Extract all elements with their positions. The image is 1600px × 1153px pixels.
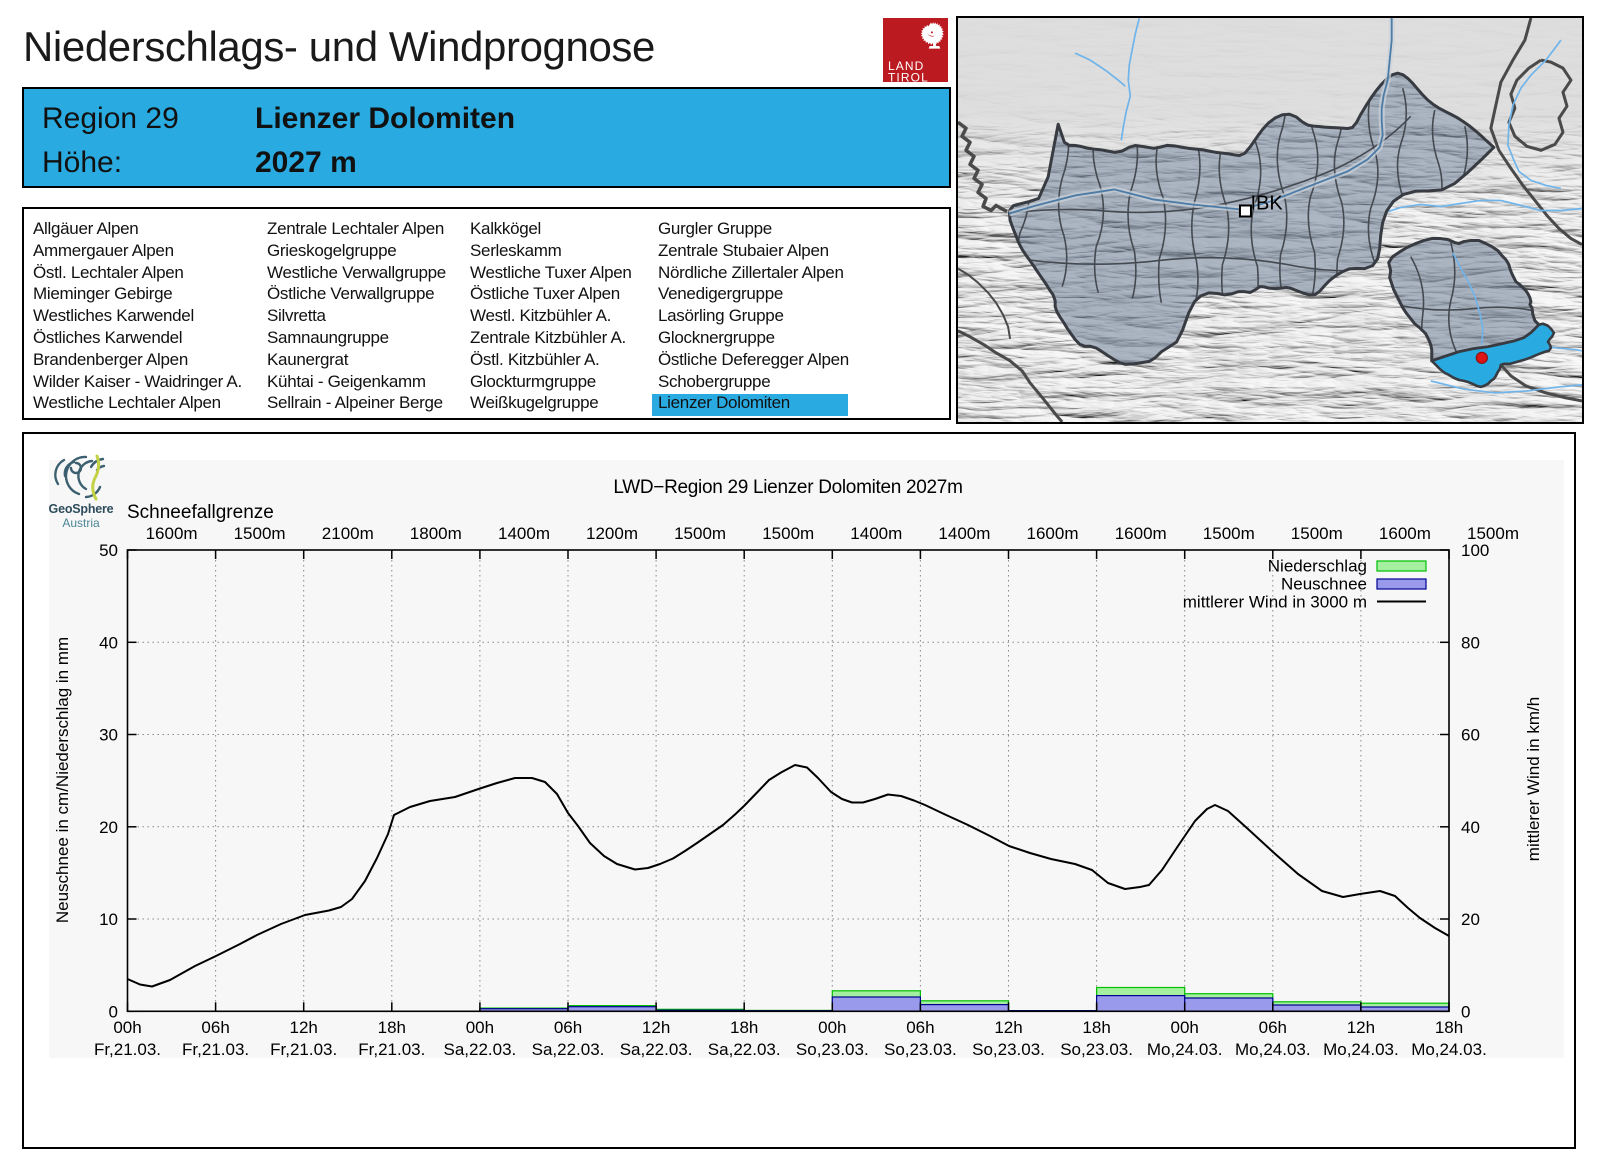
svg-text:Neuschnee: Neuschnee (1281, 575, 1367, 594)
svg-text:12h: 12h (994, 1018, 1022, 1037)
svg-text:12h: 12h (642, 1018, 670, 1037)
svg-text:06h: 06h (201, 1018, 229, 1037)
svg-text:Sa,22.03.: Sa,22.03. (708, 1040, 781, 1059)
svg-text:mittlerer Wind in km/h: mittlerer Wind in km/h (1524, 697, 1543, 861)
svg-text:Fr,21.03.: Fr,21.03. (94, 1040, 161, 1059)
svg-text:12h: 12h (290, 1018, 318, 1037)
svg-text:2100m: 2100m (322, 524, 374, 543)
svg-text:Niederschlag: Niederschlag (1268, 557, 1367, 576)
svg-text:00h: 00h (818, 1018, 846, 1037)
svg-text:Neuschnee in cm/Niederschlag i: Neuschnee in cm/Niederschlag in mm (53, 637, 72, 923)
svg-text:LAND: LAND (888, 59, 924, 73)
svg-text:00h: 00h (466, 1018, 494, 1037)
svg-text:So,23.03.: So,23.03. (1060, 1040, 1133, 1059)
svg-text:Mo,24.03.: Mo,24.03. (1323, 1040, 1399, 1059)
svg-text:GeoSphere: GeoSphere (49, 502, 114, 516)
svg-text:1500m: 1500m (234, 524, 286, 543)
svg-text:Fr,21.03.: Fr,21.03. (182, 1040, 249, 1059)
svg-text:1800m: 1800m (410, 524, 462, 543)
svg-text:TIROL: TIROL (888, 71, 929, 83)
svg-text:100: 100 (1461, 541, 1489, 560)
svg-text:30: 30 (99, 726, 118, 745)
svg-text:Mo,24.03.: Mo,24.03. (1235, 1040, 1311, 1059)
svg-text:18h: 18h (1435, 1018, 1463, 1037)
svg-text:Fr,21.03.: Fr,21.03. (270, 1040, 337, 1059)
svg-text:40: 40 (1461, 818, 1480, 837)
svg-text:18h: 18h (378, 1018, 406, 1037)
svg-text:0: 0 (109, 1002, 118, 1021)
svg-text:Mo,24.03.: Mo,24.03. (1147, 1040, 1223, 1059)
svg-text:1600m: 1600m (146, 524, 198, 543)
svg-text:1500m: 1500m (762, 524, 814, 543)
svg-text:LWD−Region 29 Lienzer Dolomite: LWD−Region 29 Lienzer Dolomiten 2027m (613, 477, 962, 498)
svg-text:20: 20 (99, 818, 118, 837)
svg-text:20: 20 (1461, 910, 1480, 929)
svg-text:1500m: 1500m (1291, 524, 1343, 543)
svg-text:Mo,24.03.: Mo,24.03. (1411, 1040, 1487, 1059)
svg-text:So,23.03.: So,23.03. (884, 1040, 957, 1059)
svg-text:Schneefallgrenze: Schneefallgrenze (127, 502, 274, 523)
svg-text:mittlerer Wind in 3000 m: mittlerer Wind in 3000 m (1183, 593, 1367, 612)
svg-text:1600m: 1600m (1027, 524, 1079, 543)
svg-text:1600m: 1600m (1379, 524, 1431, 543)
svg-text:50: 50 (99, 541, 118, 560)
svg-text:1500m: 1500m (1203, 524, 1255, 543)
svg-text:18h: 18h (1082, 1018, 1110, 1037)
svg-text:Sa,22.03.: Sa,22.03. (532, 1040, 605, 1059)
svg-text:So,23.03.: So,23.03. (796, 1040, 869, 1059)
svg-text:60: 60 (1461, 726, 1480, 745)
svg-text:IBK: IBK (1250, 192, 1283, 214)
svg-text:10: 10 (99, 910, 118, 929)
svg-text:1200m: 1200m (586, 524, 638, 543)
svg-text:00h: 00h (113, 1018, 141, 1037)
svg-text:06h: 06h (554, 1018, 582, 1037)
svg-text:1400m: 1400m (938, 524, 990, 543)
svg-text:So,23.03.: So,23.03. (972, 1040, 1045, 1059)
svg-text:Austria: Austria (62, 516, 100, 530)
svg-text:Sa,22.03.: Sa,22.03. (444, 1040, 517, 1059)
svg-text:Fr,21.03.: Fr,21.03. (358, 1040, 425, 1059)
svg-text:18h: 18h (730, 1018, 758, 1037)
svg-text:0: 0 (1461, 1002, 1470, 1021)
svg-text:00h: 00h (1171, 1018, 1199, 1037)
svg-text:1500m: 1500m (674, 524, 726, 543)
svg-text:80: 80 (1461, 633, 1480, 652)
svg-text:Sa,22.03.: Sa,22.03. (620, 1040, 693, 1059)
svg-text:1400m: 1400m (498, 524, 550, 543)
svg-text:06h: 06h (1259, 1018, 1287, 1037)
svg-text:12h: 12h (1347, 1018, 1375, 1037)
svg-text:1600m: 1600m (1115, 524, 1167, 543)
svg-text:1400m: 1400m (850, 524, 902, 543)
svg-text:1500m: 1500m (1467, 524, 1519, 543)
svg-text:06h: 06h (906, 1018, 934, 1037)
svg-text:40: 40 (99, 633, 118, 652)
